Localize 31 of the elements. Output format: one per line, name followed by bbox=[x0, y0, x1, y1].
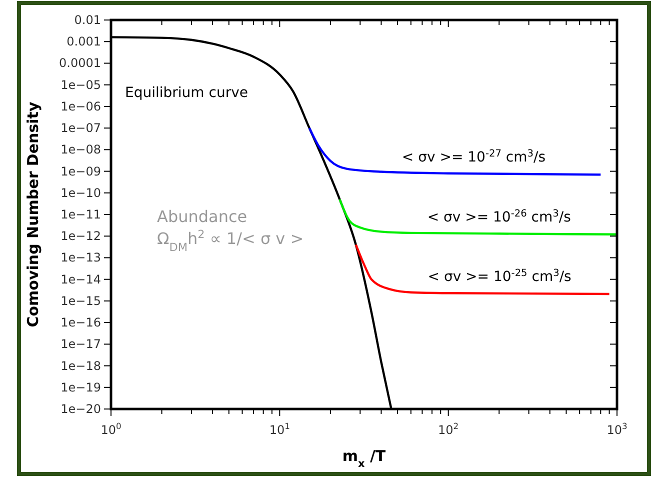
y-tick-label: 0.0001 bbox=[59, 56, 101, 70]
y-tick-label: 1e−20 bbox=[60, 402, 101, 416]
y-tick-label: 1e−10 bbox=[60, 186, 101, 200]
y-tick-label: 1e−12 bbox=[60, 229, 101, 244]
y-tick-label: 1e−11 bbox=[60, 208, 101, 222]
y-tick-label: 1e−13 bbox=[60, 250, 101, 265]
series-label: Equilibrium curve bbox=[125, 85, 248, 102]
series-label: < σv >= 10$^{-25}$ cm$^{3}$/s bbox=[428, 268, 572, 286]
y-tick-label: 1e−19 bbox=[60, 380, 101, 394]
x-tick-label: 10$^{1}$ bbox=[269, 421, 290, 437]
y-tick-label: 1e−06 bbox=[60, 99, 101, 114]
y-tick-label: 0.001 bbox=[66, 34, 101, 49]
y-tick-label: 1e−07 bbox=[60, 121, 101, 136]
annotation: Ω$_{DM}$h$^{2}$ ∝ 1/< σ v > bbox=[157, 228, 304, 254]
y-tick-label: 1e−15 bbox=[60, 294, 101, 308]
x-tick-label: 10$^{3}$ bbox=[606, 421, 628, 437]
annotation: Abundance bbox=[157, 207, 248, 226]
x-tick-label: 10$^{0}$ bbox=[100, 421, 122, 437]
y-tick-label: 0.01 bbox=[74, 13, 101, 27]
series-label: < σv >= 10$^{-26}$ cm$^{3}$/s bbox=[427, 208, 571, 226]
x-axis-title: m$_{x}$ /T bbox=[342, 447, 386, 470]
y-tick-label: 1e−16 bbox=[60, 316, 101, 330]
series-label: < σv >= 10$^{-27}$ cm$^{3}$/s bbox=[402, 148, 546, 166]
y-tick-label: 1e−18 bbox=[60, 358, 101, 373]
x-tick-label: 10$^{2}$ bbox=[438, 421, 459, 437]
y-tick-label: 1e−05 bbox=[60, 78, 101, 92]
y-tick-label: 1e−09 bbox=[60, 164, 101, 178]
y-axis-title: Comoving Number Density bbox=[24, 102, 42, 328]
y-tick-label: 1e−17 bbox=[60, 337, 101, 352]
y-tick-label: 1e−14 bbox=[60, 272, 101, 286]
y-tick-label: 1e−08 bbox=[60, 142, 101, 157]
